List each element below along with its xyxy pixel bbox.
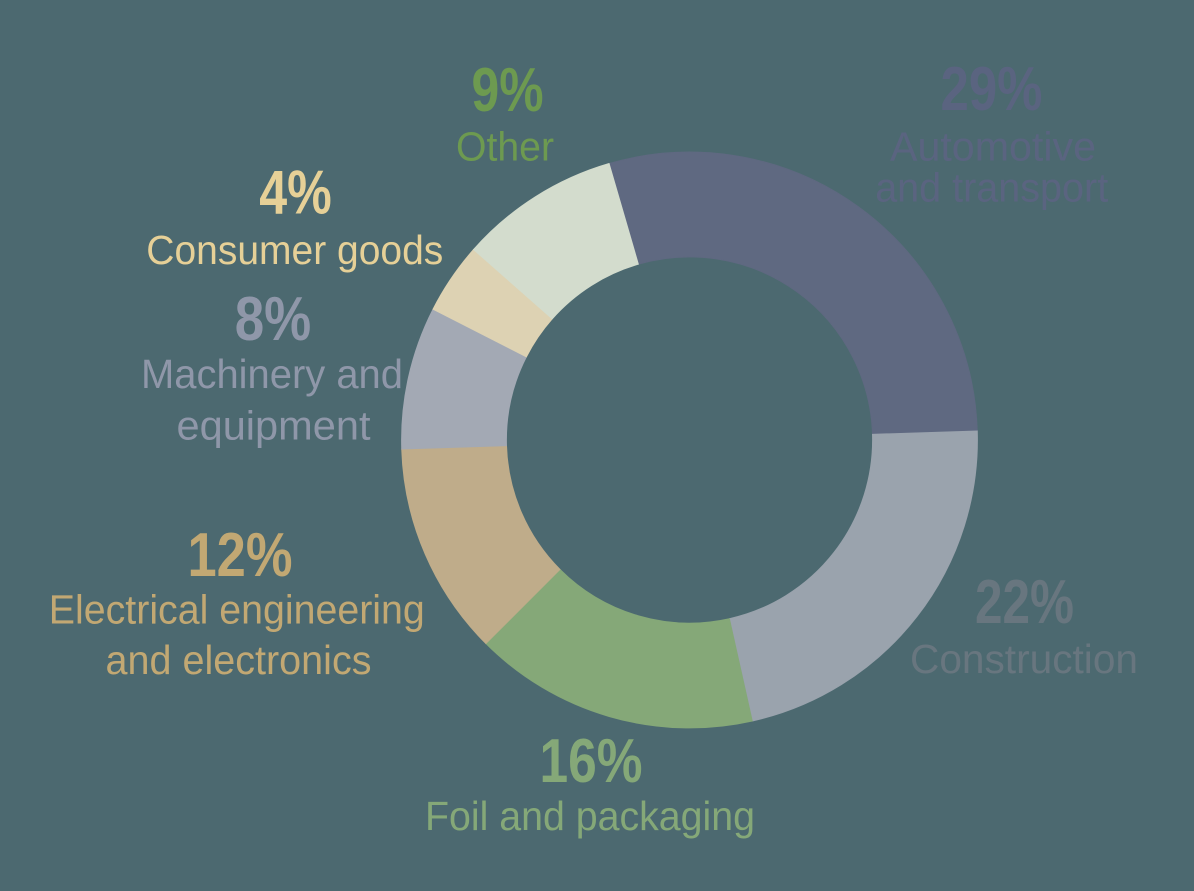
svg-text:12%: 12% [188, 521, 293, 590]
svg-text:Electrical engineering: Electrical engineering [49, 587, 425, 633]
svg-text:and electronics: and electronics [106, 637, 372, 683]
svg-text:Other: Other [456, 124, 554, 170]
svg-text:Automotive: Automotive [890, 124, 1096, 170]
svg-text:equipment: equipment [177, 402, 372, 448]
svg-text:16%: 16% [540, 727, 643, 796]
svg-text:8%: 8% [235, 285, 312, 354]
svg-text:and transport: and transport [875, 164, 1109, 210]
svg-text:Machinery and: Machinery and [141, 351, 403, 397]
svg-text:Foil and packaging: Foil and packaging [425, 793, 755, 839]
svg-text:29%: 29% [941, 55, 1043, 124]
svg-text:22%: 22% [975, 568, 1074, 637]
svg-text:Construction: Construction [910, 636, 1138, 682]
svg-text:Consumer goods: Consumer goods [146, 227, 443, 273]
svg-text:4%: 4% [259, 159, 332, 228]
svg-text:9%: 9% [472, 56, 544, 125]
